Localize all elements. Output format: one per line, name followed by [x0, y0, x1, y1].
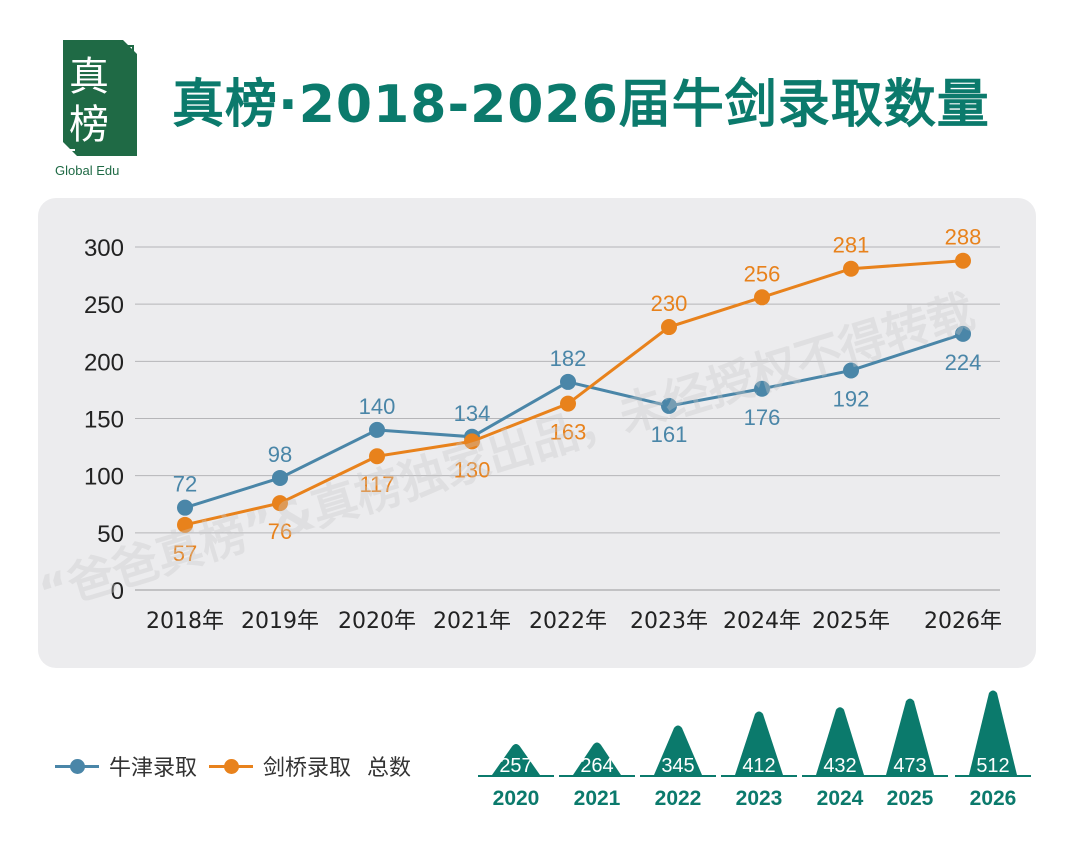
data-label: 76 — [268, 519, 292, 544]
data-label: 281 — [833, 233, 870, 258]
total-value: 432 — [823, 755, 856, 777]
total-cone — [492, 744, 540, 775]
total-cone — [886, 698, 934, 775]
total-year: 2020 — [493, 787, 540, 810]
total-value: 512 — [976, 755, 1009, 777]
data-point — [754, 289, 770, 306]
totals-label: 总数 — [367, 756, 412, 781]
data-label: 140 — [359, 394, 396, 419]
data-label: 176 — [744, 405, 781, 430]
data-point — [272, 469, 288, 486]
logo: 真 榜 Global Edu — [55, 38, 145, 178]
data-point — [464, 433, 480, 450]
data-point — [560, 373, 576, 390]
legend-cambridge: 剑桥录取 — [209, 750, 351, 782]
data-label: 57 — [173, 541, 197, 566]
total-cone — [816, 707, 864, 775]
x-tick-label: 2018年 — [146, 609, 224, 634]
data-label: 163 — [550, 420, 587, 445]
y-tick-label: 100 — [84, 464, 124, 491]
total-value: 412 — [742, 755, 775, 777]
legend-cambridge-label: 剑桥录取 — [263, 756, 352, 781]
total-year: 2024 — [817, 787, 864, 810]
y-tick-label: 50 — [97, 521, 124, 548]
y-tick-label: 150 — [84, 407, 124, 434]
data-point — [560, 395, 576, 412]
data-label: 98 — [268, 442, 292, 467]
data-point — [369, 421, 385, 438]
total-year: 2025 — [887, 787, 934, 810]
x-tick-label: 2019年 — [241, 609, 319, 634]
y-tick-label: 250 — [84, 292, 124, 319]
total-cone — [969, 690, 1017, 775]
data-label: 130 — [454, 457, 491, 482]
data-point — [754, 380, 770, 397]
svg-text:榜: 榜 — [69, 102, 109, 148]
data-label: 230 — [651, 291, 688, 316]
total-value: 473 — [893, 755, 926, 777]
page-title: 真榜·2018-2026届牛剑录取数量 — [172, 75, 990, 135]
legend-oxford: 牛津录取 — [55, 750, 197, 782]
chart-panel: 0 50 100 150 200 250 300 2018年 2019年 2020年 2021年 20… — [38, 198, 1036, 668]
total-cone — [573, 742, 621, 775]
data-point — [843, 362, 859, 379]
y-tick-label: 300 — [84, 235, 124, 262]
data-point — [843, 260, 859, 277]
data-label: 72 — [173, 472, 197, 497]
data-point — [272, 495, 288, 512]
data-label: 117 — [359, 472, 394, 497]
x-tick-label: 2025年 — [812, 609, 890, 634]
svg-text:Global Edu: Global Edu — [55, 163, 119, 178]
total-year: 2026 — [970, 787, 1017, 810]
total-value: 264 — [580, 755, 613, 777]
data-point — [369, 448, 385, 465]
x-tick-label: 2024年 — [723, 609, 801, 634]
data-point — [955, 252, 971, 269]
total-year: 2021 — [574, 787, 621, 810]
y-tick-label: 200 — [84, 349, 124, 376]
data-label: 134 — [454, 401, 491, 426]
total-value: 257 — [499, 755, 532, 777]
total-cone — [735, 711, 783, 775]
total-year: 2023 — [736, 787, 783, 810]
x-tick-label: 2022年 — [529, 609, 607, 634]
total-value: 345 — [661, 755, 694, 777]
x-tick-label: 2021年 — [433, 609, 511, 634]
data-point — [955, 325, 971, 342]
data-point — [661, 397, 677, 414]
legend-oxford-label: 牛津录取 — [109, 756, 198, 781]
data-label: 288 — [945, 225, 982, 250]
y-tick-label: 0 — [111, 578, 124, 605]
data-label: 192 — [833, 386, 870, 411]
line-chart: 0 50 100 150 200 250 300 2018年 2019年 2020年 2021年 20… — [84, 225, 1002, 634]
legend: 牛津录取 剑桥录取 总数 — [55, 750, 411, 782]
data-label: 224 — [945, 350, 982, 375]
x-tick-label: 2023年 — [630, 609, 708, 634]
data-label: 182 — [550, 346, 587, 371]
total-cone — [654, 725, 702, 775]
x-tick-label: 2020年 — [338, 609, 416, 634]
data-point — [177, 516, 193, 533]
data-label: 161 — [651, 422, 688, 447]
svg-text:真: 真 — [69, 54, 109, 100]
data-point — [177, 499, 193, 516]
data-label: 256 — [744, 261, 781, 286]
data-point — [661, 319, 677, 336]
x-tick-label: 2026年 — [924, 609, 1002, 634]
total-year: 2022 — [655, 787, 702, 810]
